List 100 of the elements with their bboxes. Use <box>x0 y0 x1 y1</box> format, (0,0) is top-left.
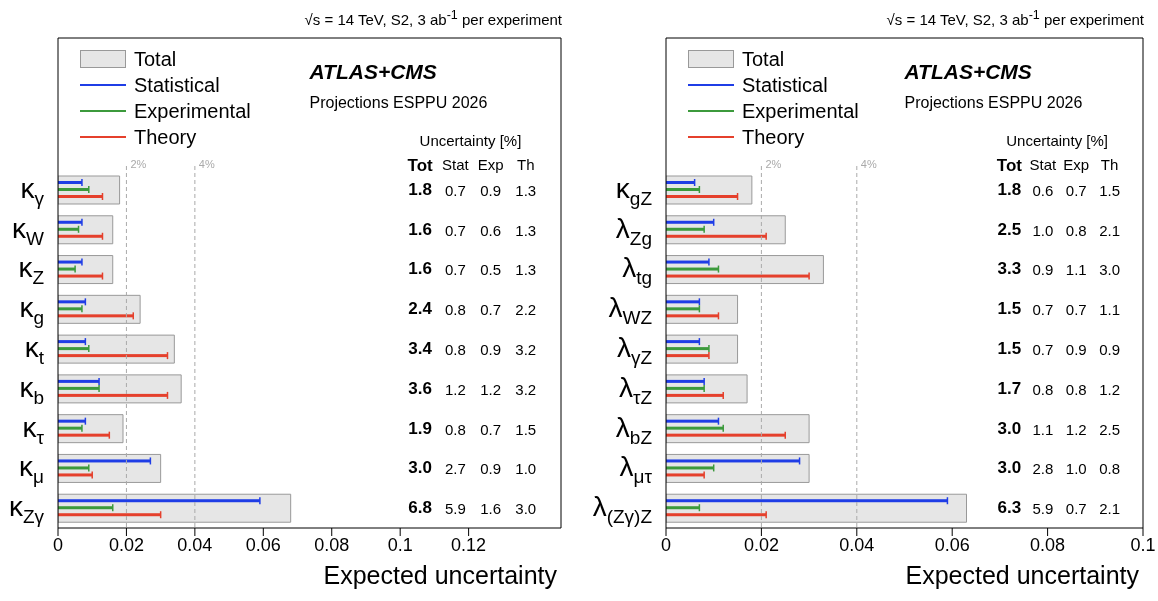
bar <box>666 307 700 311</box>
annotation: 0.6 <box>480 221 502 239</box>
annotation: Th <box>1100 156 1119 173</box>
y-tick-label: κ$_{Zγ}$ <box>8 491 45 527</box>
x-tick-label: 0.06 <box>934 534 970 555</box>
annotation: Exp <box>477 156 504 173</box>
bar <box>58 227 79 231</box>
bar <box>666 267 719 271</box>
annotation: 1.8 <box>997 179 1022 200</box>
legend-label: Experimental <box>742 99 859 124</box>
bar <box>666 347 709 351</box>
annotation: 1.2 <box>480 380 502 398</box>
x-tick-label: 0.08 <box>314 534 350 555</box>
y-tick-label: λ$_{tg}$ <box>622 252 652 289</box>
annotation: 0.9 <box>480 340 502 358</box>
annotation: 1.6 <box>408 259 432 280</box>
annotation: 2.5 <box>997 219 1022 240</box>
annotation: 6.3 <box>997 498 1022 519</box>
y-tick-label: λ$_{τZ}$ <box>618 371 653 408</box>
ref-line-label: 4% <box>860 158 877 170</box>
annotation: 0.9 <box>1032 260 1054 278</box>
annotation: 0.7 <box>1065 499 1087 517</box>
annotation: 1.0 <box>1065 459 1087 477</box>
annotation: 0.9 <box>1099 340 1121 358</box>
annotation: 0.7 <box>444 260 466 278</box>
annotation: 3.0 <box>997 458 1022 479</box>
annotation: 0.9 <box>480 459 502 477</box>
x-tick-label: 0.1 <box>387 534 413 555</box>
y-tick-label: κ$_{W}$ <box>12 212 45 249</box>
bar <box>58 314 134 318</box>
bar <box>666 386 705 390</box>
text: √s = 14 TeV, S2, 3 ab$^{-1}$ per experiment <box>886 8 1144 28</box>
annotation: 0.8 <box>1065 380 1087 398</box>
annotation: 3.0 <box>997 418 1022 439</box>
annotation: 2.4 <box>408 299 432 320</box>
bar <box>666 188 700 191</box>
annotation: 1.7 <box>997 378 1022 399</box>
legend-label: Statistical <box>134 73 220 98</box>
bar <box>58 260 82 264</box>
annotation: Stat <box>442 156 469 173</box>
legend-label: Total <box>134 47 177 72</box>
x-tick-label: 0 <box>660 534 672 555</box>
text: Uncertainty [%] <box>1006 132 1108 149</box>
chart-subtitle: Projections ESPPU 2026 <box>309 94 488 112</box>
bar <box>666 300 700 304</box>
y-tick-label: λ$_{bZ}$ <box>615 411 653 448</box>
y-tick-label: κ$_{gZ}$ <box>615 172 653 209</box>
annotation: 1.8 <box>408 179 432 200</box>
annotation: 1.6 <box>408 219 432 240</box>
annotation: Th <box>517 156 535 173</box>
bar <box>58 473 93 477</box>
annotation: 0.7 <box>1065 300 1087 318</box>
annotation: 0.8 <box>1065 221 1087 239</box>
y-tick-label: κ$_{g}$ <box>19 292 44 328</box>
annotation: 2.1 <box>1099 221 1121 239</box>
bar <box>58 234 103 238</box>
annotation: 1.1 <box>1032 420 1054 438</box>
chart-subtitle: Projections ESPPU 2026 <box>904 94 1083 112</box>
bar <box>666 195 738 198</box>
bar <box>666 433 786 437</box>
annotation: 1.1 <box>1065 260 1087 278</box>
y-tick-label: κ$_{t}$ <box>24 332 45 368</box>
annotation: 1.2 <box>1099 380 1121 398</box>
annotation: Tot <box>407 156 433 176</box>
annotation: 1.1 <box>1099 300 1121 318</box>
legend-label: Theory <box>742 125 805 150</box>
annotation: 5.9 <box>444 499 466 517</box>
y-tick-label: κ$_{b}$ <box>19 371 44 408</box>
bar <box>58 220 82 224</box>
annotation: 0.7 <box>1032 300 1054 318</box>
annotation: 1.3 <box>515 181 537 199</box>
annotation: 3.2 <box>515 380 537 398</box>
annotation: Stat <box>1029 156 1057 173</box>
bar <box>666 466 714 470</box>
annotation: 1.2 <box>1065 420 1087 438</box>
annotation: 3.2 <box>515 340 537 358</box>
annotation: 0.6 <box>1032 181 1054 199</box>
annotation: 1.9 <box>408 418 432 439</box>
bar <box>666 506 700 510</box>
bar <box>666 274 810 278</box>
x-tick-label: 0.04 <box>839 534 875 555</box>
annotation: 6.8 <box>408 498 432 519</box>
bar <box>666 379 705 383</box>
bar <box>58 513 161 517</box>
annotation: 2.1 <box>1099 499 1121 517</box>
annotation: 0.7 <box>1065 181 1087 199</box>
ref-line-label: 4% <box>198 158 215 170</box>
bar <box>58 433 110 437</box>
annotation: 2.7 <box>444 459 466 477</box>
bar <box>58 195 103 198</box>
bar <box>666 181 695 184</box>
y-tick-label: κ$_{τ}$ <box>22 411 45 448</box>
y-tick-label: λ$_{γZ}$ <box>616 332 653 368</box>
annotation: 0.7 <box>480 420 502 438</box>
x-tick-label: 0.02 <box>743 534 779 555</box>
x-tick-label: 0.12 <box>451 534 487 555</box>
annotation: 0.8 <box>444 300 466 318</box>
annotation: 0.8 <box>1032 380 1054 398</box>
ref-line-label: 2% <box>765 158 782 170</box>
chart-title: ATLAS+CMS <box>904 60 1032 84</box>
